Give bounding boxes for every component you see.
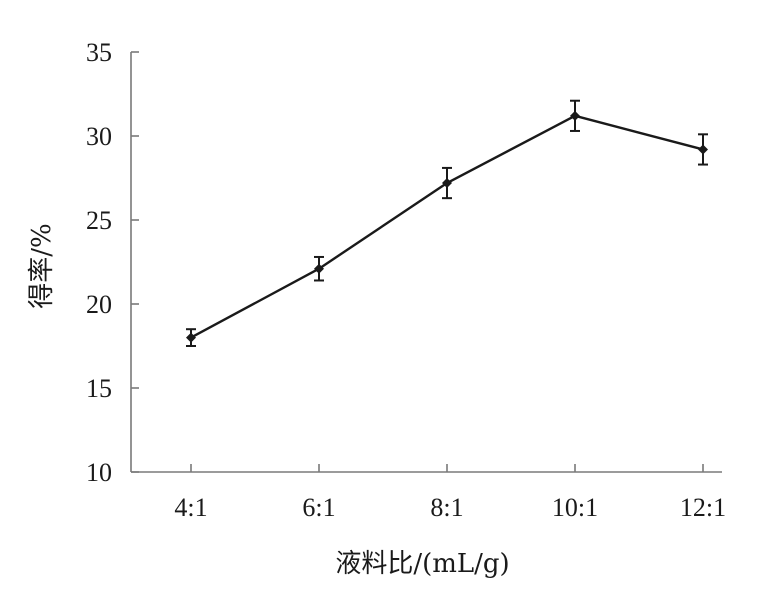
- data-point: [442, 178, 452, 189]
- data-point: [570, 110, 580, 121]
- y-tick-label: 35: [86, 38, 112, 67]
- data-points: [186, 110, 708, 343]
- error-bars: [186, 99, 708, 347]
- x-axis-ticks: 4:1 6:1 8:1 10:1 12:1: [174, 464, 726, 522]
- x-tick-label: 6:1: [302, 493, 335, 522]
- y-tick-label: 25: [86, 206, 112, 235]
- x-tick-label: 12:1: [680, 493, 726, 522]
- y-tick-label: 30: [86, 122, 112, 151]
- series-line: [190, 114, 704, 339]
- data-point: [698, 144, 708, 155]
- data-point: [186, 332, 196, 343]
- x-axis-title: 液料比/(mL/g): [335, 549, 509, 579]
- y-axis-title: 得率/%: [27, 223, 57, 308]
- y-axis-ticks: 10 15 20 25 30 35: [86, 38, 139, 487]
- x-tick-label: 8:1: [430, 493, 463, 522]
- y-tick-label: 20: [86, 290, 112, 319]
- data-point: [314, 263, 324, 274]
- y-tick-label: 10: [86, 458, 112, 487]
- y-tick-label: 15: [86, 374, 112, 403]
- x-tick-label: 10:1: [552, 493, 598, 522]
- x-tick-label: 4:1: [174, 493, 207, 522]
